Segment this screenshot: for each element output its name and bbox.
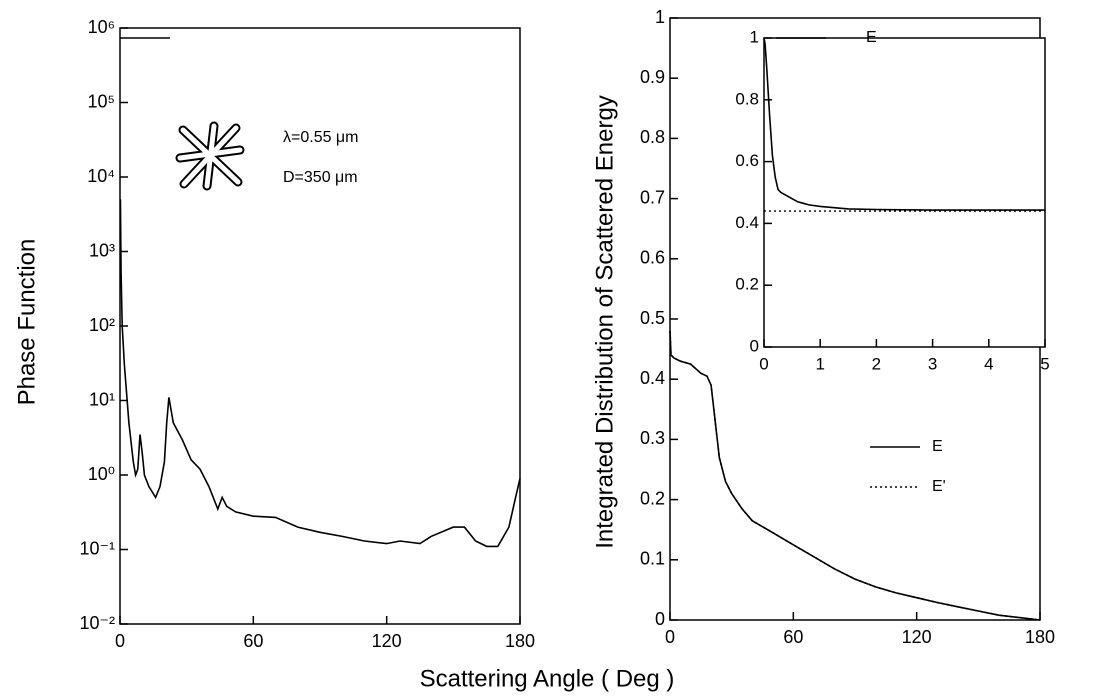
y-tick-label: 0.4 — [735, 213, 759, 232]
x-axis-label: Scattering Angle ( Deg ) — [420, 665, 675, 692]
x-tick-label: 4 — [984, 354, 993, 373]
y-tick-label: 0.6 — [735, 151, 759, 170]
x-tick-label: 1 — [815, 354, 824, 373]
data-line — [669, 330, 1041, 621]
y-tick-label: 0.4 — [640, 368, 665, 388]
y-tick-label: 1 — [655, 7, 665, 27]
y-tick-label: 1 — [750, 27, 759, 46]
y-tick-label: 10¹ — [89, 389, 115, 409]
plot-frame — [119, 27, 521, 625]
y-tick-label: 0.3 — [640, 428, 665, 448]
y-tick-label: 10⁴ — [87, 166, 115, 186]
plot-frame — [763, 37, 1046, 348]
legend-label: E — [866, 29, 877, 46]
y-tick-label: 10⁻² — [79, 613, 115, 633]
legend-label: E' — [932, 478, 946, 495]
data-line — [669, 330, 1041, 621]
annotation: λ=0.55 μm — [283, 129, 358, 146]
x-tick-label: 0 — [115, 631, 125, 651]
y-tick-label: 10³ — [89, 240, 115, 260]
y-tick-label: 0.1 — [640, 549, 665, 569]
inset-background — [764, 38, 1045, 347]
legend-label: E — [932, 438, 943, 455]
x-tick-label: 0 — [759, 354, 768, 373]
y-tick-label: 0.2 — [735, 275, 759, 294]
x-tick-label: 120 — [372, 631, 402, 651]
x-tick-label: 180 — [505, 631, 535, 651]
annotation: D=350 μm — [283, 169, 358, 186]
y-tick-label: 0.6 — [640, 248, 665, 268]
y-tick-label: 0.7 — [640, 187, 665, 207]
y-tick-label: 10⁵ — [88, 91, 115, 111]
y-tick-label: 10⁰ — [88, 464, 115, 484]
crystal-icon-inner — [177, 123, 243, 189]
x-tick-label: 3 — [928, 354, 937, 373]
x-tick-label: 120 — [902, 627, 932, 647]
y-tick-label: 0.5 — [640, 308, 665, 328]
x-tick-label: 60 — [783, 627, 803, 647]
y-tick-label: 0.2 — [640, 488, 665, 508]
data-line — [119, 199, 521, 548]
y-tick-label: 0.9 — [640, 67, 665, 87]
x-tick-label: 60 — [243, 631, 263, 651]
y-tick-label: 10⁻¹ — [79, 538, 115, 558]
y-axis-label: Phase Function — [13, 239, 40, 406]
y-tick-label: 0 — [750, 336, 759, 355]
x-tick-label: 0 — [665, 627, 675, 647]
y-axis-label: Integrated Distribution of Scattered Ene… — [591, 95, 618, 549]
y-tick-label: 0 — [655, 609, 665, 629]
y-tick-label: 10² — [89, 315, 115, 335]
x-tick-label: 2 — [872, 354, 881, 373]
data-line — [763, 37, 1045, 211]
y-tick-label: 10⁶ — [88, 17, 115, 37]
x-tick-label: 5 — [1040, 354, 1049, 373]
y-tick-label: 0.8 — [640, 127, 665, 147]
x-tick-label: 180 — [1025, 627, 1055, 647]
y-tick-label: 0.8 — [735, 89, 759, 108]
